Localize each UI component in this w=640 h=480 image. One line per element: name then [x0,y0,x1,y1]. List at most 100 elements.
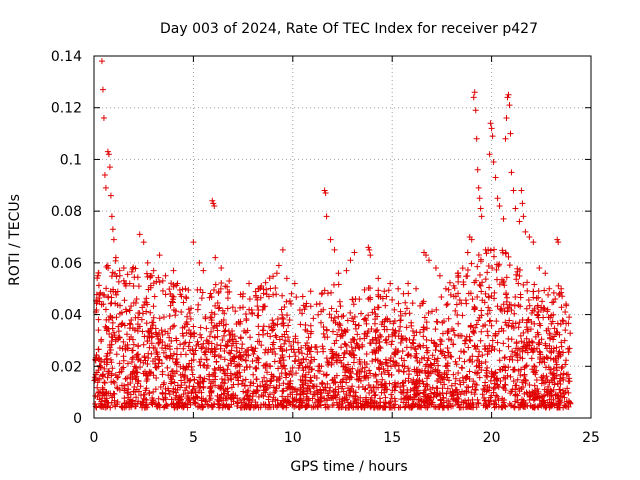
data-point [120,277,127,284]
data-point [506,317,513,324]
data-point [241,366,248,373]
data-point [206,373,213,380]
data-point [277,343,284,350]
data-point [304,363,311,370]
data-point [104,262,111,269]
data-point [193,342,200,349]
data-point [399,389,406,396]
data-point [418,355,425,362]
data-point [424,393,431,400]
data-point [169,298,176,305]
data-point [359,365,366,372]
data-point [144,273,151,280]
data-point [528,355,535,362]
data-point [519,348,526,355]
data-point [308,357,315,364]
data-point [114,384,121,391]
data-point [558,365,565,372]
data-point [275,262,282,269]
data-point [190,323,197,330]
data-point [237,318,244,325]
data-point [137,383,144,390]
data-point [219,336,226,343]
y-tick-label: 0 [73,411,82,427]
data-point [133,353,140,360]
data-point [307,377,314,384]
data-point [118,321,125,328]
data-point [409,339,416,346]
data-point [228,342,235,349]
data-point [478,213,485,220]
data-point [282,397,289,404]
data-point [478,328,485,335]
data-point [553,344,560,351]
data-point [300,355,307,362]
data-point [190,356,197,363]
data-point [543,403,550,410]
data-point [171,404,178,411]
data-point [506,102,513,109]
data-point [198,295,205,302]
data-point [241,382,248,389]
data-point [256,338,263,345]
data-point [115,323,122,330]
data-point [370,337,377,344]
data-point [366,340,373,347]
data-point [287,300,294,307]
data-point [372,391,379,398]
data-point [447,291,454,298]
data-point [340,354,347,361]
data-point [333,359,340,366]
data-point [334,331,341,338]
data-point [188,388,195,395]
data-point [302,342,309,349]
data-point [317,386,324,393]
data-point [413,329,420,336]
data-point [98,301,105,308]
data-point [451,285,458,292]
data-point [475,400,482,407]
data-point [154,403,161,410]
data-point [413,354,420,361]
data-point [507,130,514,137]
data-point [534,385,541,392]
data-point [484,373,491,380]
data-point [235,361,242,368]
data-point [111,270,118,277]
data-point [128,400,135,407]
data-point [358,310,365,317]
data-point [238,356,245,363]
data-point [517,332,524,339]
data-point [472,107,479,114]
data-point [338,398,345,405]
data-point [479,297,486,304]
data-point [156,339,163,346]
data-point [507,353,514,360]
data-point [381,404,388,411]
data-point [557,375,564,382]
data-point [148,350,155,357]
data-point [489,343,496,350]
data-point [269,327,276,334]
data-point [276,382,283,389]
data-point [445,377,452,384]
data-point [519,355,526,362]
data-point [273,291,280,298]
data-point [385,371,392,378]
data-point [137,357,144,364]
data-point [108,338,115,345]
data-point [177,341,184,348]
data-point [383,293,390,300]
data-point [198,345,205,352]
data-point [489,337,496,344]
data-point [280,403,287,410]
data-point [239,377,246,384]
data-point [337,333,344,340]
data-point [144,259,151,266]
data-point [472,387,479,394]
data-point [500,402,507,409]
data-point [159,277,166,284]
data-point [202,351,209,358]
data-point [333,308,340,315]
data-point [280,363,287,370]
